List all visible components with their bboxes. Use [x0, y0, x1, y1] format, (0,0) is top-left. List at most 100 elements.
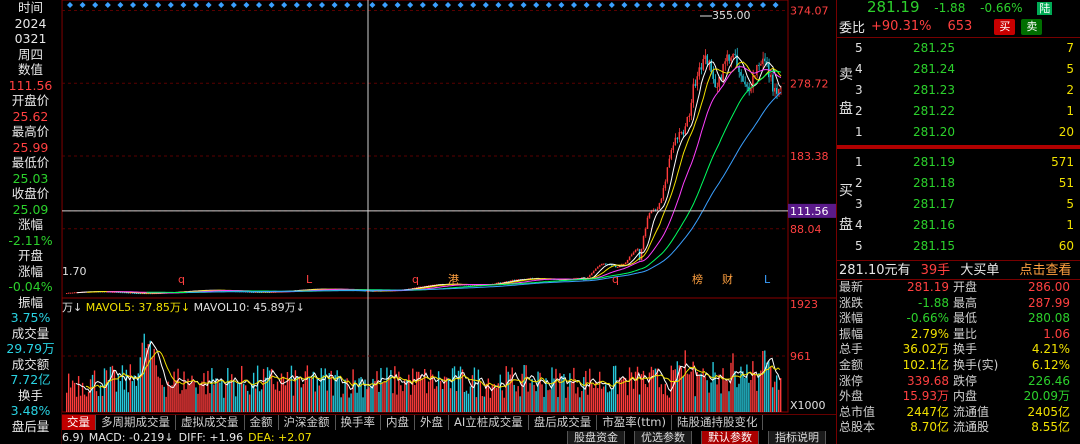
candle-body	[505, 281, 507, 283]
indicator-tab[interactable]: 市盈率(ttm)	[597, 415, 672, 430]
ask-level-row[interactable]: 1 281.20 20	[837, 122, 1080, 143]
candle-body	[634, 250, 637, 253]
volume-bar	[491, 384, 494, 412]
kline-chart-area[interactable]: 374.07 278.72 183.38 111.56 88.04 355.00 1.70 q…	[62, 0, 836, 444]
volume-bar	[197, 393, 199, 412]
candle-body	[746, 84, 748, 87]
volume-bar	[201, 381, 203, 412]
volume-bar	[316, 378, 318, 412]
candle-body	[654, 209, 657, 211]
volume-bar	[139, 357, 141, 412]
level-volume: 51	[1058, 176, 1074, 190]
price-axis-label: 88.04	[790, 223, 822, 236]
volume-bar	[475, 397, 478, 412]
volume-bar	[654, 368, 657, 412]
bid-level-row[interactable]: 1 281.19 571	[837, 152, 1080, 173]
volume-bar	[509, 374, 511, 412]
volume-bar	[748, 382, 750, 412]
stat-value: 281.19	[907, 280, 949, 294]
volume-bar	[553, 378, 555, 412]
indicator-tab[interactable]: 金额	[245, 415, 279, 430]
data-window-row: 0321	[14, 31, 47, 46]
kline-chart[interactable]: 374.07 278.72 183.38 111.56 88.04 355.00 1.70 q…	[62, 0, 836, 414]
indicator-tab[interactable]: 沪深金额	[279, 415, 336, 430]
indicator-option-button[interactable]: 默认参数	[701, 431, 759, 444]
indicator-tab[interactable]: 虚拟成交量	[176, 415, 245, 430]
volume-bar	[463, 391, 466, 412]
bid-level-row[interactable]: 4 281.16 1	[837, 215, 1080, 236]
volume-bar	[83, 394, 86, 412]
volume-bar	[477, 369, 480, 412]
ask-level-row[interactable]: 4 281.24 5	[837, 59, 1080, 80]
volume-bar	[722, 368, 724, 412]
volume-bar	[85, 396, 88, 412]
candle-body	[593, 270, 595, 274]
big-order-view-link[interactable]: 点击查看	[1019, 263, 1072, 278]
volume-bar	[418, 371, 420, 412]
stat-label: 涨幅	[839, 311, 864, 326]
indicator-tab[interactable]: 盘后成交量	[529, 415, 598, 430]
indicator-tab[interactable]: 多周期成交量	[96, 415, 176, 430]
indicator-option-button[interactable]: 优选参数	[634, 431, 692, 444]
volume-bar	[626, 395, 629, 412]
level-number: 2	[855, 176, 863, 190]
candle-body	[732, 53, 734, 58]
indicator-tab[interactable]: 交量	[62, 415, 96, 430]
last-price: 281.19	[867, 0, 920, 16]
candle-body	[628, 256, 631, 261]
indicator-tab[interactable]: AI立桩成交量	[449, 415, 529, 430]
volume-bar	[694, 396, 696, 412]
volume-bar	[455, 391, 458, 412]
ask-level-row[interactable]: 5 281.25 7	[837, 38, 1080, 59]
volume-bar	[469, 386, 472, 412]
indicator-tab[interactable]: 外盘	[415, 415, 449, 430]
volume-bar	[563, 374, 565, 412]
volume-bar	[207, 370, 209, 412]
bid-level-row[interactable]: 2 281.18 51	[837, 173, 1080, 194]
event-diamond-icon	[432, 2, 439, 8]
bid-level-row[interactable]: 3 281.17 5	[837, 194, 1080, 215]
volume-bar	[101, 395, 104, 412]
event-diamond-icon	[193, 2, 199, 8]
indicator-tab[interactable]: 换手率	[336, 415, 381, 430]
candle-body	[129, 292, 132, 294]
volume-bar	[107, 380, 110, 412]
volume-bar	[664, 383, 667, 412]
candle-body	[694, 84, 696, 86]
indicator-tab[interactable]: 陆股通持股变化	[672, 415, 764, 430]
indicator-tab[interactable]: 内盘	[381, 415, 415, 430]
volume-bar	[457, 370, 460, 412]
volume-bar	[589, 368, 591, 412]
indicator-option-button[interactable]: 指标说明	[768, 431, 826, 444]
volume-bar	[515, 391, 517, 412]
volume-bar	[746, 364, 748, 412]
sell-button[interactable]: 卖	[1021, 18, 1043, 35]
bid-level-row[interactable]: 5 281.15 60	[837, 236, 1080, 257]
volume-bar	[215, 378, 217, 412]
volume-bar	[205, 394, 207, 412]
volume-bar	[451, 368, 454, 412]
volume-bar	[312, 371, 315, 412]
candle-body	[778, 89, 780, 94]
level-number: 4	[855, 218, 863, 232]
candle-body	[509, 280, 511, 282]
data-window-row: 3.75%	[10, 310, 51, 325]
volume-bar	[119, 381, 122, 412]
event-diamond-icon	[772, 2, 779, 8]
indicator-option-button[interactable]: 股盘资金	[567, 431, 625, 444]
volume-bar	[652, 370, 655, 412]
candle-body	[260, 291, 263, 293]
buy-button[interactable]: 买	[994, 18, 1016, 35]
stat-label: 最低	[953, 311, 978, 326]
stat-label: 开盘	[953, 280, 978, 294]
ask-level-row[interactable]: 2 281.22 1	[837, 101, 1080, 122]
volume-bar	[390, 370, 392, 412]
volume-bar	[650, 366, 653, 412]
volume-bar	[581, 391, 583, 412]
volume-bar	[764, 350, 766, 412]
data-window-row: 数值	[17, 62, 43, 77]
ask-level-row[interactable]: 3 281.23 2	[837, 80, 1080, 101]
event-diamond-icon	[306, 2, 313, 8]
candle-body	[364, 290, 366, 292]
candle-body	[698, 67, 700, 77]
